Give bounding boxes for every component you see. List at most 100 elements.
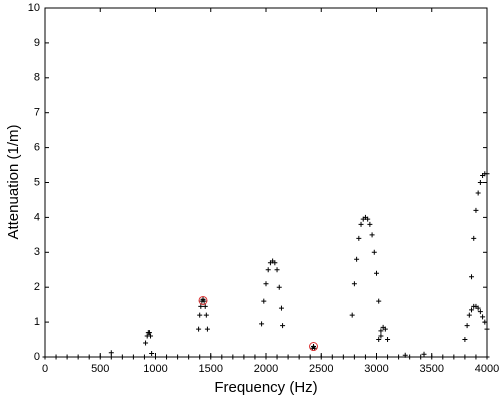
point-marker [274, 354, 280, 360]
point-marker [278, 305, 284, 311]
point-marker [318, 354, 324, 360]
point-marker [329, 354, 335, 360]
point-marker [261, 298, 267, 304]
point-marker [198, 303, 204, 309]
point-marker [265, 267, 271, 273]
point-marker [149, 351, 155, 357]
point-marker [378, 328, 384, 334]
point-marker [197, 312, 203, 318]
x-tick-label: 2500 [309, 363, 333, 375]
y-tick-label: 0 [34, 351, 40, 363]
point-marker [186, 354, 192, 360]
point-marker [354, 256, 360, 262]
point-marker [148, 333, 154, 339]
point-marker [376, 337, 382, 343]
highlight-marker [309, 342, 319, 352]
y-tick-label: 2 [34, 281, 40, 293]
point-marker [307, 354, 313, 360]
point-marker [241, 354, 247, 360]
point-marker [484, 326, 490, 332]
x-tick-label: 3500 [420, 363, 444, 375]
point-marker [482, 319, 488, 325]
point-marker [164, 354, 170, 360]
point-marker [369, 232, 375, 238]
y-tick-label: 10 [28, 2, 40, 14]
point-marker [480, 314, 486, 320]
x-tick-label: 500 [91, 363, 109, 375]
point-marker [402, 352, 408, 358]
plot-frame [44, 7, 488, 358]
point-marker [53, 354, 59, 360]
point-marker [119, 354, 125, 360]
point-marker [429, 354, 435, 360]
y-tick-label: 7 [34, 107, 40, 119]
point-marker [146, 330, 152, 336]
y-tick-label: 8 [34, 72, 40, 84]
x-tick-label: 2000 [254, 363, 278, 375]
x-axis-label: Frequency (Hz) [214, 379, 317, 396]
point-marker [469, 274, 475, 280]
point-marker [64, 354, 70, 360]
y-tick-label: 3 [34, 246, 40, 258]
point-marker [356, 235, 362, 241]
point-marker [108, 350, 114, 356]
point-marker [462, 337, 468, 343]
point-marker [97, 354, 103, 360]
point-marker [259, 321, 265, 327]
point-marker [440, 354, 446, 360]
point-marker [358, 221, 364, 227]
x-tick-label: 1000 [143, 363, 167, 375]
point-marker [451, 354, 457, 360]
point-marker [42, 354, 48, 360]
point-marker [382, 326, 388, 332]
point-marker [263, 281, 269, 287]
point-marker [272, 260, 278, 266]
point-marker [204, 326, 210, 332]
point-marker [396, 354, 402, 360]
y-tick-label: 4 [34, 211, 40, 223]
point-marker [141, 354, 147, 360]
point-marker [362, 354, 368, 360]
point-marker [203, 312, 209, 318]
point-marker [385, 337, 391, 343]
y-tick-label: 1 [34, 316, 40, 328]
point-marker [466, 312, 472, 318]
point-marker [462, 354, 468, 360]
point-marker [464, 323, 470, 329]
point-marker [473, 207, 479, 213]
point-marker [202, 303, 208, 309]
point-marker [484, 354, 490, 360]
y-tick-label: 9 [34, 37, 40, 49]
point-marker [197, 354, 203, 360]
point-marker [285, 354, 291, 360]
point-marker [276, 284, 282, 290]
x-tick-label: 4000 [475, 363, 499, 375]
point-marker [407, 354, 413, 360]
point-marker [475, 305, 481, 311]
point-marker [86, 354, 92, 360]
point-marker [108, 354, 114, 360]
point-marker [469, 307, 475, 313]
point-marker [175, 354, 181, 360]
point-marker [340, 354, 346, 360]
point-marker [252, 354, 258, 360]
point-marker [196, 326, 202, 332]
point-marker [365, 216, 371, 222]
point-marker [374, 354, 379, 360]
highlight-marker [198, 295, 208, 305]
point-marker [153, 354, 158, 360]
point-marker [471, 235, 477, 241]
point-marker [296, 354, 302, 360]
point-marker [351, 354, 357, 360]
point-marker [130, 354, 136, 360]
point-marker [274, 267, 280, 273]
point-marker [351, 281, 357, 287]
point-marker [477, 309, 483, 315]
y-tick-label: 6 [34, 142, 40, 154]
x-tick-label: 0 [42, 363, 48, 375]
y-axis-label: Attenuation (1/m) [5, 124, 22, 239]
point-marker [230, 354, 236, 360]
point-marker [473, 354, 479, 360]
point-marker [208, 354, 214, 360]
